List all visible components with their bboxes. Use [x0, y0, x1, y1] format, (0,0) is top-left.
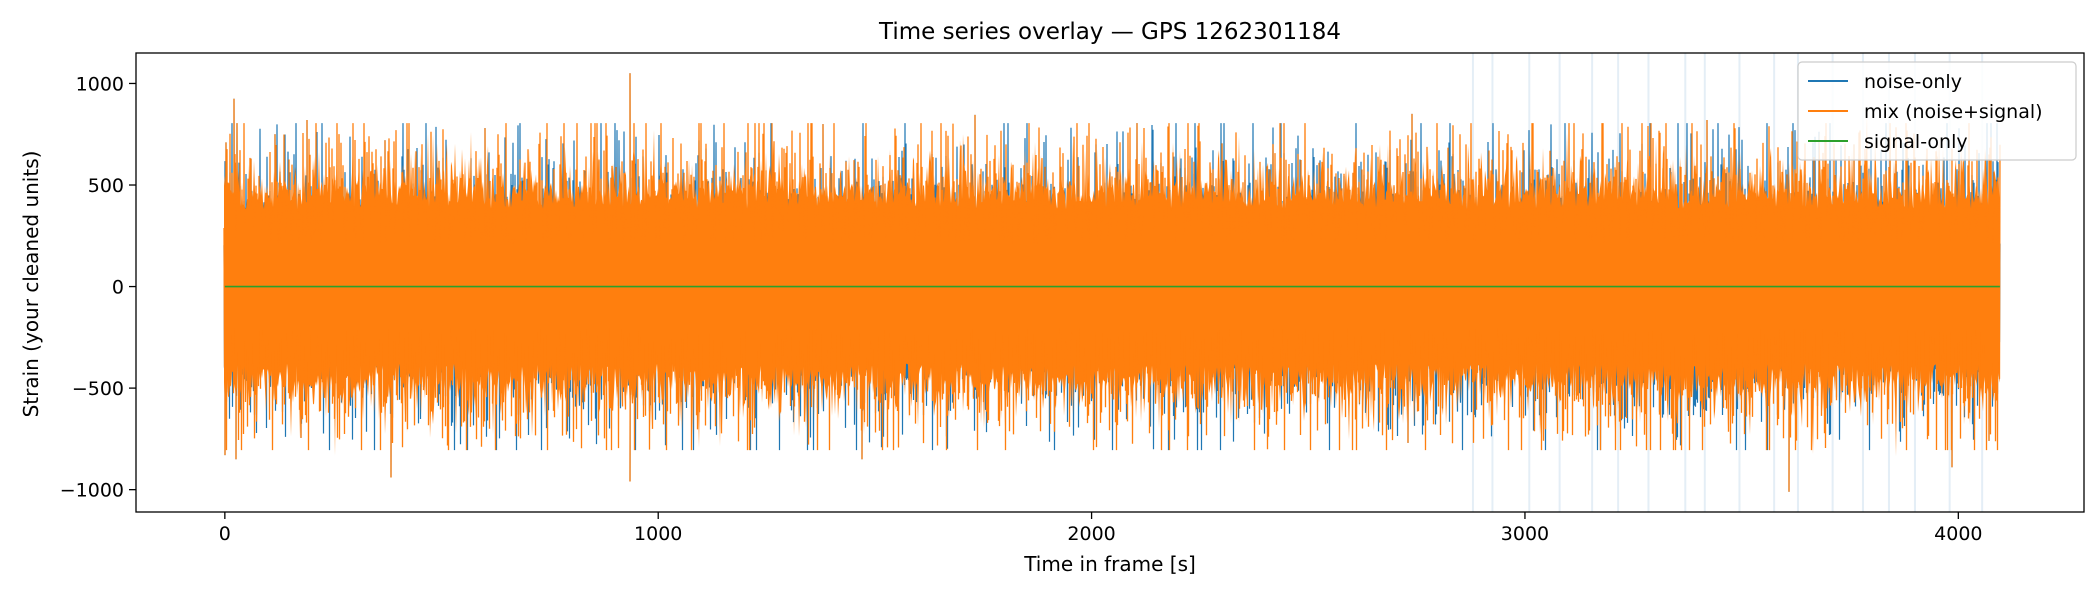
y-axis-label: Strain (your cleaned units)	[19, 151, 43, 418]
x-axis-ticks: 0 1000 2000 3000 4000	[219, 512, 1983, 545]
y-tick-label: 0	[112, 277, 124, 299]
legend-label-2: signal-only	[1864, 131, 1968, 153]
y-axis-ticks: −1000 −500 0 500 1000	[60, 73, 136, 502]
legend-label-0: noise-only	[1864, 71, 1962, 93]
x-tick-label: 3000	[1501, 523, 1549, 545]
x-axis-label: Time in frame [s]	[1023, 552, 1196, 576]
x-tick-label: 1000	[634, 523, 682, 545]
trace-layer	[223, 73, 2001, 492]
y-tick-label: 500	[88, 175, 124, 197]
series-mix-line	[223, 73, 2001, 492]
y-tick-label: −500	[72, 378, 124, 400]
y-tick-label: −1000	[60, 480, 124, 502]
x-tick-label: 0	[219, 523, 231, 545]
legend: noise-only mix (noise+signal) signal-only	[1797, 61, 2077, 161]
chart-title: Time series overlay — GPS 1262301184	[878, 19, 1341, 45]
axes-frame	[135, 52, 2085, 513]
legend-box	[1797, 61, 2077, 161]
y-tick-label: 1000	[76, 73, 124, 95]
legend-label-1: mix (noise+signal)	[1864, 101, 2043, 123]
x-tick-label: 2000	[1067, 523, 1115, 545]
x-tick-label: 4000	[1934, 523, 1982, 545]
legend-items: noise-only mix (noise+signal) signal-only	[1808, 71, 2043, 153]
